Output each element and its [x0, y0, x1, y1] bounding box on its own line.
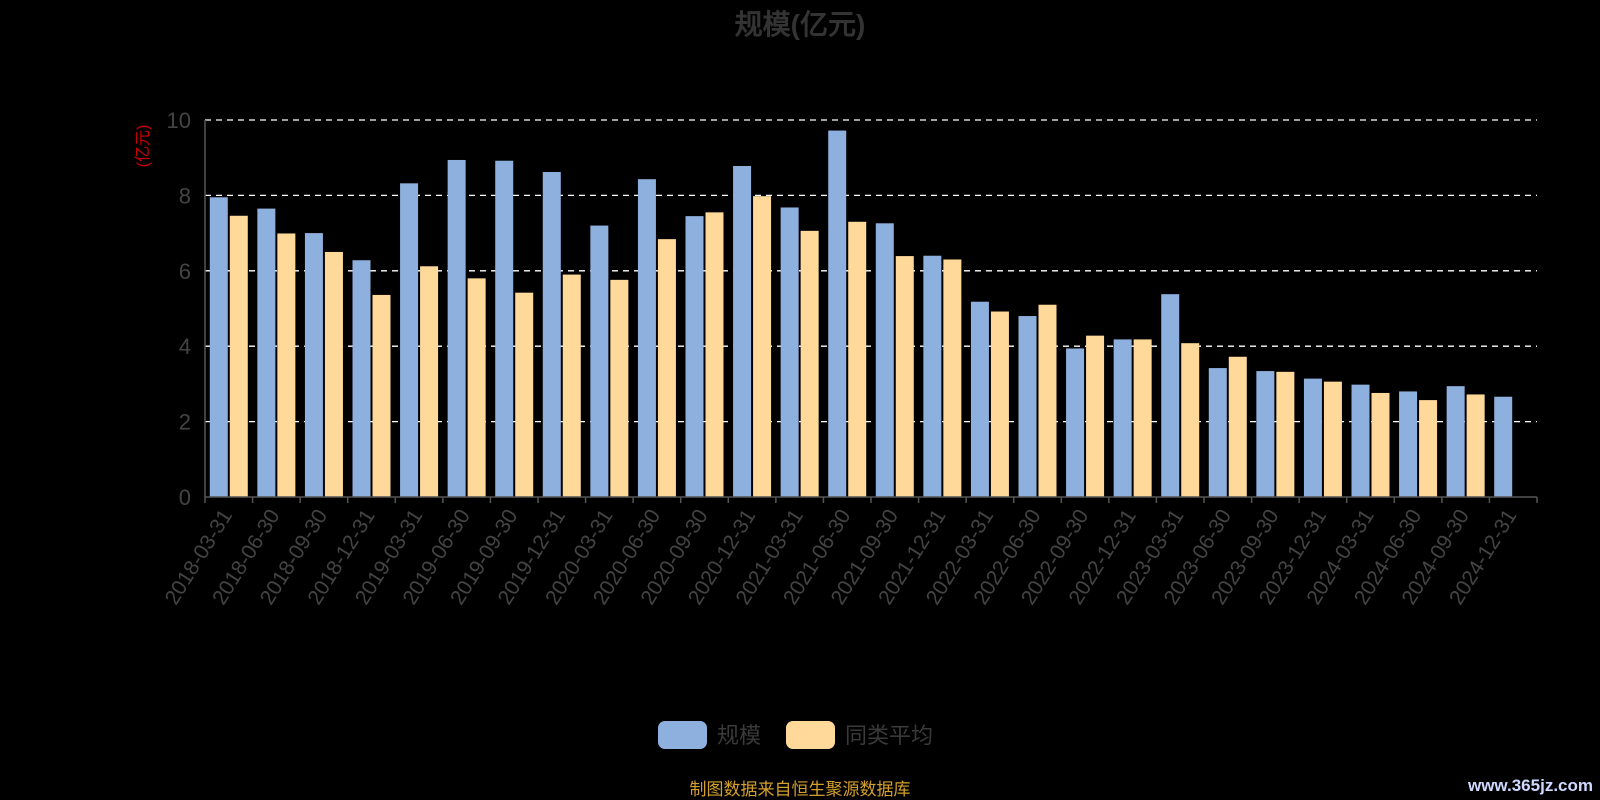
y-tick-label: 4: [179, 334, 191, 359]
bar-scale[interactable]: [1066, 348, 1085, 497]
bar-scale[interactable]: [1208, 368, 1227, 497]
legend-swatch: [658, 721, 707, 749]
y-tick-label: 2: [179, 410, 191, 435]
bar-scale[interactable]: [542, 172, 561, 497]
bar-scale[interactable]: [1161, 294, 1180, 497]
legend-item-scale[interactable]: 规模: [658, 721, 761, 749]
bar-average[interactable]: [848, 221, 867, 498]
bar-scale[interactable]: [780, 207, 799, 498]
bar-average[interactable]: [467, 278, 486, 497]
bar-scale[interactable]: [400, 183, 419, 497]
bar-scale[interactable]: [828, 130, 847, 497]
bar-scale[interactable]: [1256, 371, 1275, 497]
chart-title: 规模(亿元): [735, 9, 866, 40]
bar-average[interactable]: [1181, 343, 1200, 497]
bar-average[interactable]: [610, 279, 629, 497]
bar-scale[interactable]: [495, 160, 514, 497]
y-axis-unit: (亿元): [134, 125, 152, 168]
bar-average[interactable]: [1276, 371, 1295, 497]
bar-average[interactable]: [705, 212, 724, 498]
bar-average[interactable]: [372, 294, 391, 497]
bar-average[interactable]: [420, 266, 439, 497]
bar-scale[interactable]: [1351, 384, 1370, 497]
bar-scale[interactable]: [733, 165, 752, 497]
bar-average[interactable]: [1086, 335, 1105, 497]
bar-average[interactable]: [1323, 381, 1342, 497]
bar-average[interactable]: [753, 196, 772, 498]
legend-swatch: [786, 721, 835, 749]
bar-average[interactable]: [1419, 400, 1438, 497]
bar-average[interactable]: [990, 311, 1009, 497]
bar-average[interactable]: [324, 251, 343, 497]
legend-label: 同类平均: [845, 723, 933, 748]
bar-average[interactable]: [1038, 304, 1057, 497]
y-axis-ticks: 0 2 4 6 8 10: [167, 108, 191, 510]
bar-scale[interactable]: [1399, 391, 1418, 497]
bars: [209, 130, 1513, 498]
legend-label: 规模: [717, 723, 761, 748]
bar-scale[interactable]: [1446, 386, 1465, 497]
bar-scale[interactable]: [1113, 339, 1132, 497]
source-note: 制图数据来自恒生聚源数据库: [690, 780, 911, 799]
y-tick-label: 8: [179, 183, 191, 208]
bar-average[interactable]: [1371, 392, 1390, 497]
bar-scale[interactable]: [1303, 378, 1322, 497]
bar-scale[interactable]: [257, 208, 276, 497]
legend-item-average[interactable]: 同类平均: [786, 721, 933, 749]
bar-average[interactable]: [657, 239, 676, 497]
bar-scale[interactable]: [209, 197, 228, 497]
bar-scale[interactable]: [923, 255, 942, 497]
y-tick-label: 0: [179, 485, 191, 510]
y-tick-label: 6: [179, 259, 191, 284]
bar-scale[interactable]: [685, 216, 704, 497]
bar-scale[interactable]: [875, 223, 894, 497]
bar-average[interactable]: [1133, 339, 1152, 497]
x-axis-ticks: 2018-03-312018-06-302018-09-302018-12-31…: [161, 505, 1522, 608]
bar-average[interactable]: [229, 215, 248, 497]
bar-scale[interactable]: [590, 225, 609, 497]
bar-scale[interactable]: [637, 179, 656, 497]
bar-scale[interactable]: [304, 233, 323, 497]
x-axis: [204, 120, 1538, 503]
bar-average[interactable]: [943, 259, 962, 497]
bar-scale[interactable]: [352, 260, 371, 497]
bar-scale[interactable]: [1494, 396, 1513, 497]
bar-average[interactable]: [277, 233, 296, 498]
y-tick-label: 10: [167, 108, 191, 133]
bar-average[interactable]: [1466, 394, 1485, 497]
watermark: www.365jz.com: [1467, 776, 1593, 795]
bar-average[interactable]: [800, 230, 819, 497]
bar-scale[interactable]: [970, 301, 989, 497]
legend[interactable]: 规模 同类平均: [658, 721, 933, 749]
bar-scale[interactable]: [1018, 316, 1037, 497]
bar-average[interactable]: [562, 274, 581, 497]
bar-average[interactable]: [515, 292, 534, 497]
bar-average[interactable]: [1228, 356, 1247, 497]
bar-average[interactable]: [895, 256, 914, 497]
bar-scale[interactable]: [447, 159, 466, 497]
